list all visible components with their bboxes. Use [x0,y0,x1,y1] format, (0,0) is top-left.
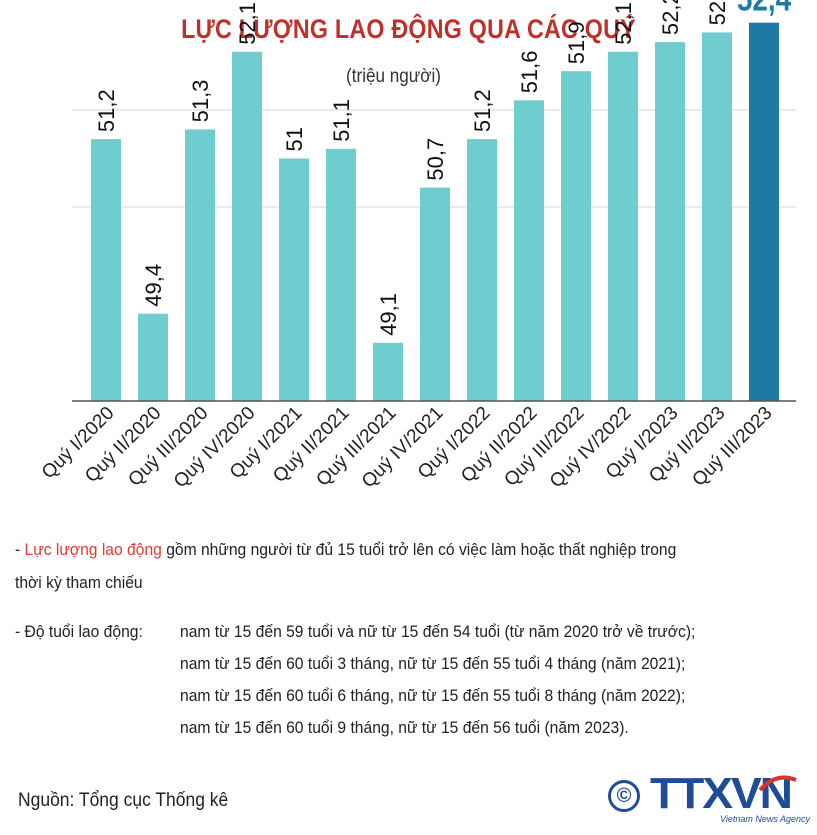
bar-4 [279,158,309,401]
note-2-line-2: nam từ 15 đến 60 tuổi 3 tháng, nữ từ 15 … [180,654,686,673]
note-1-rest: gồm những người từ đủ 15 tuổi trở lên có… [161,540,677,559]
bar-1 [138,313,168,401]
value-label-14: 52,4 [737,0,792,18]
bar-3 [232,51,262,402]
value-label-10: 51,9 [564,21,589,64]
note-1-highlight: Lực lượng lao động [24,540,162,559]
note-1-prefix: - [15,540,25,559]
bar-7 [420,187,450,401]
value-label-1: 49,4 [141,264,166,307]
logo-wordmark: TTXVN [650,769,793,818]
bar-11 [608,51,638,402]
note-2-line-3: nam từ 15 đến 60 tuổi 6 tháng, nữ từ 15 … [180,686,686,705]
value-label-5: 51,1 [329,99,354,142]
bar-10 [561,71,591,401]
bar-0 [91,139,121,401]
copyright-icon: © [608,780,640,812]
value-label-8: 51,2 [470,89,495,132]
chart-subtitle: (triệu người) [346,66,441,87]
logo-swoosh-icon [758,775,797,792]
value-label-9: 51,6 [517,50,542,93]
note-1-line-2: thời kỳ tham chiếu [15,573,143,592]
source-text: Nguồn: Tổng cục Thống kê [18,790,229,811]
value-label-11: 52,1 [611,2,636,45]
bar-8 [467,139,497,401]
bar-5 [326,148,356,401]
value-label-6: 49,1 [376,293,401,336]
value-label-13: 52,3 [705,0,730,25]
logo-subtext: Vietnam News Agency [720,814,811,824]
bar-14 [749,22,779,401]
note-2-line-4: nam từ 15 đến 60 tuổi 9 tháng, nữ từ 15 … [180,718,629,737]
value-label-0: 51,2 [94,89,119,132]
bar-6 [373,342,403,401]
value-label-7: 50,7 [423,138,448,181]
bars [91,22,779,402]
value-labels: 51,2 49,4 51,3 52,1 51 51,1 49,1 50,7 51,2 51,6 51… [94,0,792,336]
note-1-line-1: - Lực lượng lao động gồm những người từ … [15,540,676,560]
value-label-4: 51 [282,127,307,151]
note-2-label: - Độ tuổi lao động: [15,622,143,641]
bar-chart: 51,2 49,4 51,3 52,1 51 51,1 49,1 50,7 51,2 51,6 51… [38,0,796,493]
bar-13 [702,32,732,402]
ttxvn-logo: © TTXVN Vietnam News Agency [608,769,811,824]
bar-9 [514,100,544,402]
value-label-3: 52,1 [235,2,260,45]
value-label-2: 51,3 [188,80,213,123]
chart-title: LỰC LƯỢNG LAO ĐỘNG QUA CÁC QUÝ [181,14,636,44]
note-2-line-1: nam từ 15 đến 59 tuổi và nữ từ 15 đến 54… [180,622,696,641]
bar-12 [655,42,685,401]
value-label-12: 52,2 [658,0,683,35]
bar-2 [185,129,215,401]
